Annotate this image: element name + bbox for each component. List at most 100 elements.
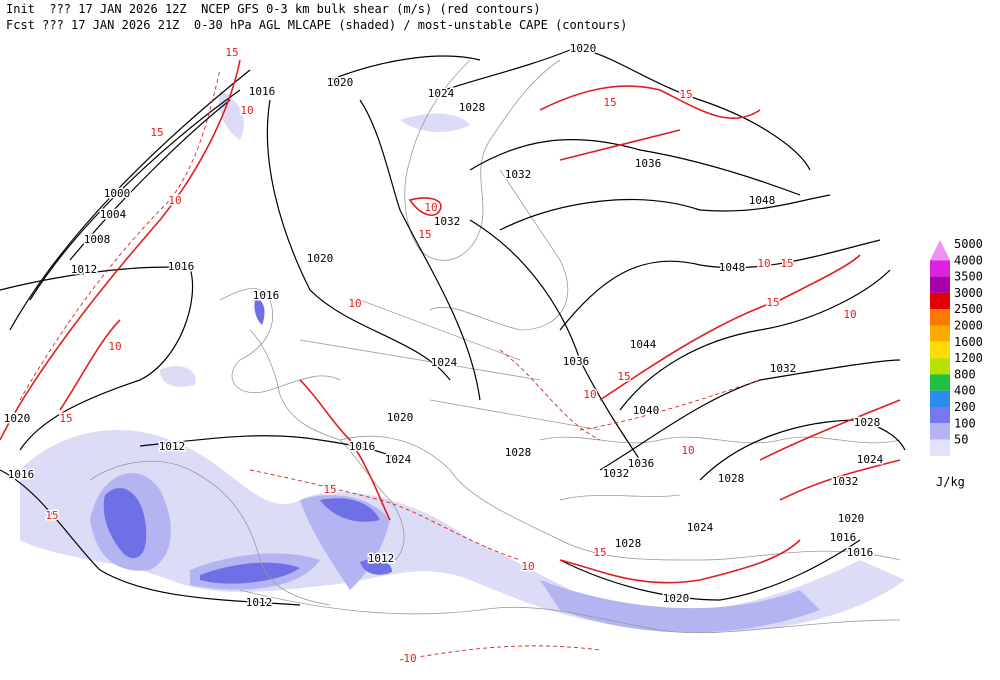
shear-label: 15 — [679, 88, 692, 101]
legend-swatch — [930, 325, 950, 342]
isobar-label: 1044 — [630, 338, 657, 351]
isobar-label: 1024 — [431, 356, 458, 369]
isobar-label: 1016 — [253, 289, 280, 302]
shear-label: 10 — [521, 560, 534, 573]
shear-label: 10 — [757, 257, 770, 270]
shear-label: 10 — [348, 297, 361, 310]
legend-label: 3000 — [954, 286, 983, 300]
shear-label: 15 — [766, 296, 779, 309]
isobar-label: 1012 — [71, 263, 98, 276]
isobar-label: 1028 — [615, 537, 642, 550]
legend-label: 5000 — [954, 237, 983, 251]
isobar-label: 1024 — [428, 87, 455, 100]
isobar-label: 1016 — [168, 260, 195, 273]
isobar-label: 1016 — [830, 531, 857, 544]
legend-swatch — [930, 439, 950, 456]
shear-label: 10 — [108, 340, 121, 353]
contour-labels: 1020101610201024102810361032104810001004… — [2, 41, 885, 667]
isobar-label: 1020 — [327, 76, 354, 89]
legend-swatch — [930, 292, 950, 310]
isobar-label: 1012 — [159, 440, 186, 453]
isobar-label: 1024 — [385, 453, 412, 466]
isobar-label: 1020 — [838, 512, 865, 525]
legend-swatch — [930, 407, 950, 424]
shear-label: 15 — [225, 46, 238, 59]
legend-label: 1200 — [954, 351, 983, 365]
isobar-label: 1016 — [847, 546, 874, 559]
isobar-label: 1024 — [857, 453, 884, 466]
legend: J/kg 5000 4000 3500 3000 2500 2000 1600 1200 800… — [930, 237, 983, 489]
shear-contours — [0, 59, 901, 661]
isobar-label: 1032 — [832, 475, 859, 488]
shear-label: 15 — [150, 126, 163, 139]
shear-label: 10 — [168, 194, 181, 207]
isobar-label: 1032 — [505, 168, 532, 181]
shear-label: 15 — [603, 96, 616, 109]
legend-label: 100 — [954, 416, 976, 430]
shear-label: 15 — [323, 483, 336, 496]
legend-label: 3500 — [954, 270, 983, 284]
legend-label: 1600 — [954, 335, 983, 349]
header-line: Init ??? 17 JAN 2026 12Z NCEP GFS 0-3 km… — [6, 2, 541, 16]
shear-label: 10 — [583, 388, 596, 401]
isobar-label: 1016 — [349, 440, 376, 453]
isobar-label: 1048 — [749, 194, 776, 207]
isobar-label: 1020 — [4, 412, 31, 425]
legend-label: 400 — [954, 384, 976, 398]
legend-label: 200 — [954, 400, 976, 414]
isobar-label: 1028 — [854, 416, 881, 429]
legend-swatch — [930, 358, 950, 375]
isobar-label: 1020 — [307, 252, 334, 265]
isobar-label: 1032 — [770, 362, 797, 375]
legend-label: 2500 — [954, 302, 983, 316]
isobar-label: 1032 — [434, 215, 461, 228]
isobars — [0, 48, 906, 606]
legend-swatch — [930, 309, 950, 326]
header-line: Fcst ??? 17 JAN 2026 21Z 0-30 hPa AGL ML… — [6, 18, 627, 32]
legend-label: 2000 — [954, 319, 983, 333]
isobar-label: 1008 — [84, 233, 111, 246]
legend-arrow — [930, 240, 950, 261]
isobar-label: 1048 — [719, 261, 746, 274]
isobar-label: 1016 — [8, 468, 35, 481]
cape-shading — [20, 90, 905, 633]
legend-label: 4000 — [954, 253, 983, 267]
legend-swatch — [930, 423, 950, 440]
legend-swatch — [930, 374, 950, 391]
shear-label: 10 — [403, 652, 416, 665]
legend-swatch — [930, 276, 950, 293]
legend-swatch — [930, 341, 950, 359]
legend-label: 50 — [954, 433, 968, 447]
isobar-label: 1036 — [563, 355, 590, 368]
isobar-label: 1028 — [505, 446, 532, 459]
legend-swatch — [930, 390, 950, 407]
isobar-label: 1028 — [459, 101, 486, 114]
isobar-label: 1020 — [663, 592, 690, 605]
shear-label: 15 — [45, 509, 58, 522]
isobar-label: 1032 — [603, 467, 630, 480]
shear-label: 15 — [59, 412, 72, 425]
shear-label: 10 — [681, 444, 694, 457]
shear-label: 10 — [240, 104, 253, 117]
isobar-label: 1004 — [100, 208, 127, 221]
legend-label: 800 — [954, 367, 976, 381]
isobar-label: 1012 — [368, 552, 395, 565]
isobar-label: 1020 — [570, 42, 597, 55]
shear-label: 15 — [617, 370, 630, 383]
isobar-label: 1040 — [633, 404, 660, 417]
isobar-label: 1036 — [635, 157, 662, 170]
shear-label: 15 — [780, 257, 793, 270]
isobar-label: 1020 — [387, 411, 414, 424]
isobar-label: 1036 — [628, 457, 655, 470]
legend-unit: J/kg — [936, 475, 965, 489]
isobar-label: 1012 — [246, 596, 273, 609]
isobar-label: 1016 — [249, 85, 276, 98]
shear-label: 15 — [418, 228, 431, 241]
isobar-label: 1028 — [718, 472, 745, 485]
shear-label: 10 — [424, 201, 437, 214]
shear-label: 10 — [843, 308, 856, 321]
coastlines — [89, 59, 901, 634]
legend-swatch — [930, 260, 950, 277]
shear-label: 15 — [593, 546, 606, 559]
